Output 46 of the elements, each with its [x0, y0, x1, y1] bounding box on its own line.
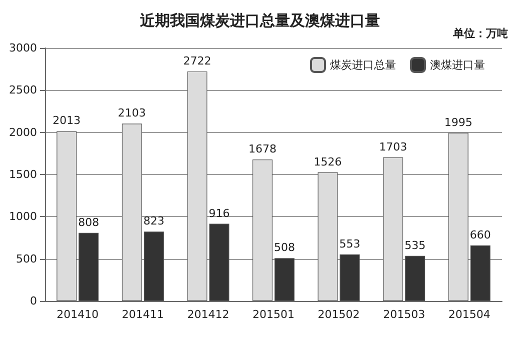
y-tick-label: 3000	[9, 42, 37, 54]
data-label: 1678	[248, 142, 276, 156]
chart-title: 近期我国煤炭进口总量及澳煤进口量	[139, 12, 380, 30]
y-tick-label: 2000	[9, 126, 37, 139]
data-label: 660	[470, 228, 491, 242]
bar	[274, 258, 294, 301]
data-label: 2103	[118, 106, 146, 120]
y-tick-label: 1500	[9, 168, 37, 181]
y-tick-label: 1000	[9, 210, 37, 224]
x-tick-label: 201502	[318, 308, 360, 321]
data-label: 508	[274, 241, 295, 254]
data-label: 2013	[52, 114, 81, 128]
bar	[187, 71, 208, 301]
bar	[56, 131, 77, 301]
y-tick-label: 2500	[9, 84, 37, 97]
data-label: 808	[78, 216, 100, 229]
data-label: 553	[339, 237, 360, 250]
bar	[209, 224, 230, 301]
bar	[122, 124, 142, 301]
bar	[405, 256, 426, 301]
data-label: 2722	[183, 54, 212, 68]
data-label: 916	[208, 206, 230, 220]
legend-label: 澳煤进口量	[430, 58, 485, 72]
x-tick-label: 201412	[187, 308, 230, 321]
bar	[470, 245, 490, 301]
bar	[144, 232, 164, 301]
legend-label: 煤炭进口总量	[330, 58, 396, 72]
bar	[252, 159, 272, 301]
x-tick-label: 201504	[448, 308, 490, 321]
bar	[448, 132, 468, 301]
x-tick-label: 201411	[122, 308, 164, 321]
data-label: 1995	[444, 116, 472, 129]
data-label: 823	[143, 214, 164, 228]
y-tick-label: 500	[16, 252, 37, 266]
y-tick-label: 0	[30, 294, 37, 308]
bar	[340, 254, 360, 301]
data-label: 1526	[314, 155, 342, 168]
text: 单位：万吨	[452, 27, 508, 40]
x-tick-label: 201501	[252, 308, 294, 321]
bar	[78, 232, 99, 301]
bar	[383, 157, 404, 301]
x-tick-label: 201410	[56, 308, 99, 321]
data-label: 535	[404, 238, 426, 252]
data-label: 1703	[379, 140, 408, 154]
x-tick-label: 201503	[383, 308, 426, 321]
bar	[318, 172, 338, 301]
